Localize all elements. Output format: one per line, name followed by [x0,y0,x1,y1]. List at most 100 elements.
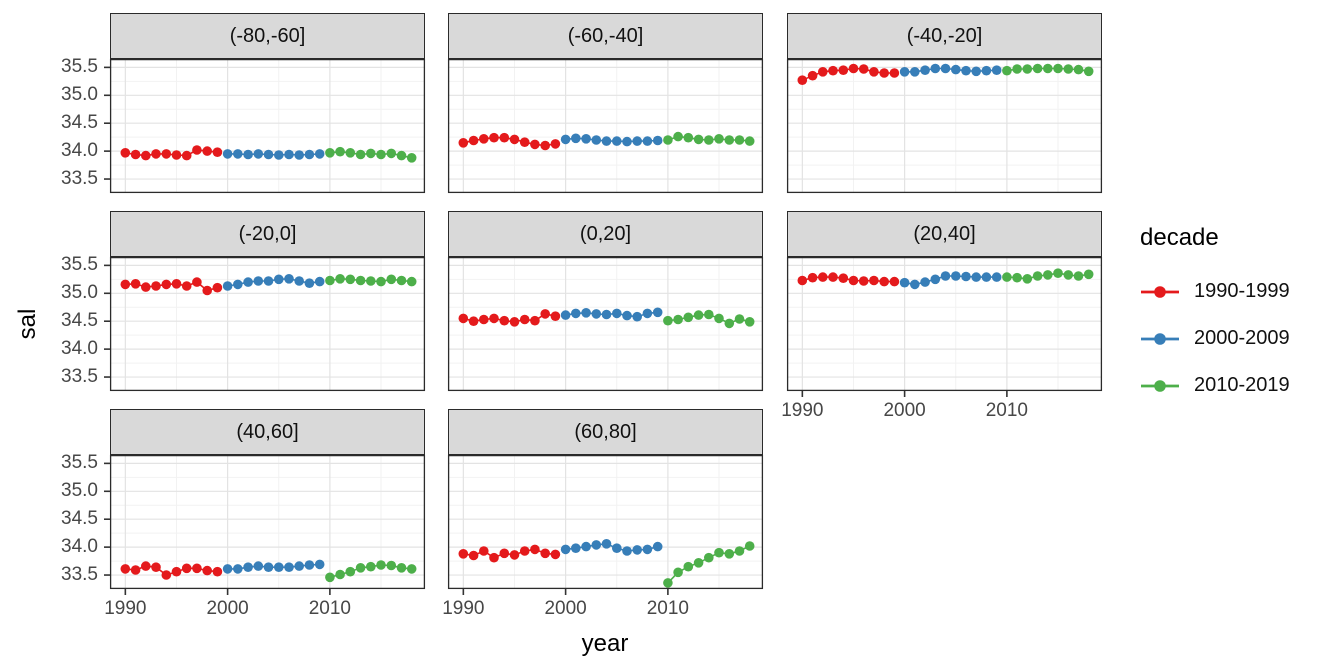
data-point-2000-2009 [233,149,243,159]
facet-(60,80]: (60,80] [447,409,764,595]
data-point-2010-2019 [345,148,356,158]
data-point-2010-2019 [366,148,376,159]
data-point-1990-1999 [869,67,879,77]
data-point-2010-2019 [396,275,407,286]
data-point-2010-2019 [744,541,755,551]
data-point-2000-2009 [981,272,992,282]
data-point-2000-2009 [961,271,971,282]
data-point-2000-2009 [304,560,315,570]
data-point-1990-1999 [130,279,141,289]
data-point-2010-2019 [1032,63,1043,74]
panel-border [447,58,764,194]
data-point-2000-2009 [294,276,304,286]
data-point-2000-2009 [951,64,961,75]
y-axis-tick-label: 35.0 [61,282,98,304]
data-point-2000-2009 [601,309,612,320]
data-point-2000-2009 [940,271,951,281]
data-point-1990-1999 [202,285,212,296]
facet-panel [104,256,426,392]
facet-(-60,-40]: (-60,-40] [447,13,764,194]
data-point-1990-1999 [212,566,223,577]
data-point-1990-1999 [509,134,520,145]
legend-entry-label: 1990-1999 [1194,280,1290,302]
data-point-2000-2009 [591,135,602,145]
data-point-2010-2019 [335,274,345,284]
data-point-1990-1999 [807,70,818,81]
series-line-1990-1999 [802,276,895,283]
facet-panel [447,58,764,194]
data-point-2000-2009 [899,67,910,77]
data-point-1990-1999 [879,276,889,287]
data-point-1990-1999 [550,549,561,560]
facet-panel [447,256,764,392]
x-axis-tick-label: 2000 [544,598,587,619]
x-axis-tick-label: 1990 [104,598,147,619]
legend-key-icon [1141,379,1179,392]
data-point-1990-1999 [479,314,489,325]
series-line-1990-1999 [463,136,556,147]
facet-(-40,-20]: (-40,-20] [786,13,1103,194]
data-point-1990-1999 [120,564,131,574]
data-point-2010-2019 [704,552,714,563]
data-point-2010-2019 [663,315,673,326]
x-axis-title: year [581,630,629,657]
data-point-2010-2019 [406,276,417,287]
data-point-2010-2019 [704,309,714,320]
data-point-1990-1999 [181,563,192,574]
panel-border [447,454,764,590]
data-point-1990-1999 [499,548,510,559]
data-point-2010-2019 [1012,272,1022,283]
data-point-2000-2009 [222,564,233,574]
data-point-2010-2019 [396,563,407,573]
panel-border [109,58,426,194]
data-point-2010-2019 [734,546,745,556]
data-point-1990-1999 [530,139,540,150]
data-point-2000-2009 [274,562,284,572]
data-point-2000-2009 [314,276,325,287]
facet-strip-label: (-20,0] [110,211,425,257]
data-point-2010-2019 [663,135,673,145]
facet-(20,40]: (20,40] [786,211,1103,397]
x-axis-tick-label: 2000 [206,598,249,619]
facet-panel [104,454,426,595]
data-point-2010-2019 [714,134,724,144]
data-point-2000-2009 [560,134,571,145]
legend-key-icon [1141,332,1179,345]
legend-entry-1990-1999: 1990-1999 [1140,268,1290,315]
data-point-1990-1999 [468,550,479,561]
data-point-2010-2019 [673,567,683,578]
data-point-2000-2009 [314,559,325,570]
data-point-1990-1999 [530,315,540,326]
data-point-2010-2019 [325,275,335,286]
data-point-2000-2009 [571,543,581,553]
data-point-1990-1999 [212,147,223,157]
data-point-1990-1999 [489,132,499,143]
data-point-1990-1999 [869,275,879,286]
data-point-2010-2019 [673,314,683,325]
data-point-2010-2019 [1002,272,1012,282]
data-point-1990-1999 [499,315,510,326]
data-point-2000-2009 [632,311,642,322]
data-point-2000-2009 [591,309,602,319]
y-axis-tick-label: 35.5 [61,56,98,78]
data-point-2000-2009 [233,279,243,290]
y-axis-tick-label: 33.5 [61,564,98,586]
data-point-2010-2019 [376,560,386,570]
data-point-2010-2019 [1032,271,1043,281]
data-point-1990-1999 [540,140,550,151]
data-point-2000-2009 [612,308,622,319]
data-point-2010-2019 [734,135,745,145]
data-point-2010-2019 [683,561,694,572]
data-point-1990-1999 [151,281,161,291]
data-point-2000-2009 [930,274,941,285]
data-point-2000-2009 [581,541,591,552]
data-point-2010-2019 [386,560,397,571]
data-point-1990-1999 [141,282,151,292]
series-line-2000-2009 [227,563,320,570]
data-point-2000-2009 [560,310,571,320]
data-point-2010-2019 [744,317,755,327]
panel-border [786,256,1103,392]
data-point-1990-1999 [838,273,849,283]
data-point-2010-2019 [714,313,724,324]
data-point-1990-1999 [519,314,530,325]
